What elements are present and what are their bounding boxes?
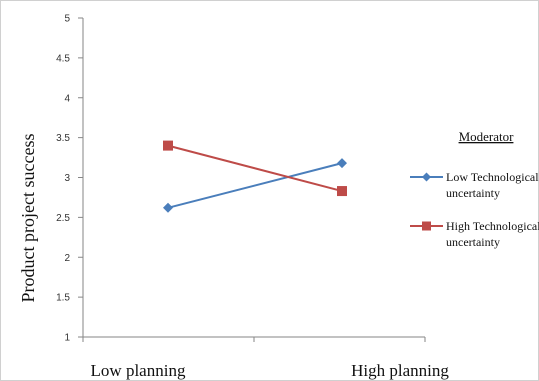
y-tick-labels: 1 1.5 2 2.5 3 3.5 4 4.5 5 bbox=[56, 14, 83, 344]
y-tick-label: 2 bbox=[64, 253, 70, 264]
legend-square-marker-icon bbox=[422, 221, 431, 231]
series-layer bbox=[163, 140, 347, 213]
y-axis-label: Product project success bbox=[18, 134, 38, 303]
legend-label-line1: Low Technological bbox=[446, 170, 539, 184]
y-tick-label: 3 bbox=[64, 173, 70, 184]
data-point-square-1-0 bbox=[163, 140, 173, 151]
data-point-square-1-1 bbox=[337, 186, 347, 197]
x-category-labels: Low planning High planning bbox=[91, 361, 450, 380]
y-tick-label: 3.5 bbox=[56, 133, 70, 144]
y-tick-label: 1 bbox=[64, 333, 70, 344]
legend-label-line2: uncertainty bbox=[446, 235, 500, 249]
legend-label-line2: uncertainty bbox=[446, 186, 500, 200]
legend-entry-low-technological-uncertainty: Low Technological uncertainty bbox=[410, 170, 539, 200]
y-tick-label: 4.5 bbox=[56, 53, 70, 64]
x-axis bbox=[82, 336, 426, 342]
data-point-diamond-0-1 bbox=[337, 158, 347, 169]
series-line-1 bbox=[167, 144, 343, 193]
series-line-0 bbox=[167, 162, 343, 209]
y-tick-label: 5 bbox=[64, 14, 70, 25]
x-category-label-high-planning: High planning bbox=[351, 361, 449, 380]
y-tick-label: 1.5 bbox=[56, 293, 70, 304]
data-point-diamond-0-0 bbox=[163, 202, 173, 213]
legend-diamond-marker-icon bbox=[422, 172, 431, 182]
legend: Moderator Low Technological uncertainty … bbox=[410, 129, 539, 249]
x-category-label-low-planning: Low planning bbox=[91, 361, 186, 380]
y-tick-label: 2.5 bbox=[56, 213, 70, 224]
legend-entry-high-technological-uncertainty: High Technological uncertainty bbox=[410, 219, 539, 249]
y-tick-label: 4 bbox=[64, 93, 70, 104]
legend-title: Moderator bbox=[459, 129, 515, 144]
legend-label-line1: High Technological bbox=[446, 219, 539, 233]
